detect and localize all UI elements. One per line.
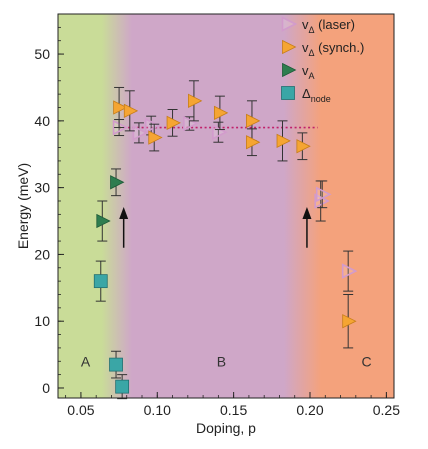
legend-subscript: A (309, 71, 315, 81)
series-2 (113, 80, 357, 349)
legend-subscript: Δ (309, 25, 315, 35)
arrow-head (302, 207, 312, 220)
legend-entry-label: vA (302, 63, 315, 81)
data-point (342, 314, 357, 329)
legend-entry-label: Δnode (302, 86, 331, 104)
data-point (166, 115, 181, 131)
data-point (148, 130, 163, 145)
x-tick-label: 0.20 (296, 402, 323, 418)
region-label-b: B (217, 353, 226, 369)
legend-main: v (302, 17, 309, 32)
legend-main: v (302, 40, 309, 55)
y-tick-label: 20 (34, 246, 50, 262)
data-point (113, 100, 128, 115)
legend-suffix: (laser) (315, 17, 355, 32)
legend-marker (282, 62, 297, 78)
series-3 (96, 168, 125, 242)
data-point (110, 175, 125, 190)
region-label-a: A (81, 353, 91, 369)
legend-suffix: (synch.) (315, 40, 365, 55)
region-label-c: C (361, 353, 371, 369)
legend-marker (281, 86, 295, 100)
data-point (341, 263, 358, 279)
y-tick-label: 0 (42, 380, 50, 396)
data-point (315, 186, 332, 203)
data-point (276, 133, 291, 149)
series-4 (93, 260, 130, 400)
legend-main: v (302, 63, 309, 78)
legend-entry-label: vΔ (laser) (302, 17, 355, 35)
data-point (246, 135, 261, 150)
x-tick-label: 0.10 (144, 402, 171, 418)
y-tick-label: 10 (34, 313, 50, 329)
y-tick-label: 30 (34, 180, 50, 196)
x-tick-label: 0.05 (67, 402, 94, 418)
data-point (188, 93, 203, 108)
data-point (96, 213, 111, 229)
plot-background (58, 14, 394, 398)
data-point (212, 124, 228, 140)
data-point (115, 379, 130, 394)
legend-subscript: Δ (309, 48, 315, 58)
data-point (123, 103, 139, 118)
legend-marker (282, 39, 297, 55)
data-point (213, 105, 229, 120)
data-point (93, 274, 108, 289)
y-axis-title: Energy (meV) (15, 163, 31, 249)
data-point (296, 139, 311, 154)
y-tick-label: 40 (34, 113, 50, 129)
x-axis-title: Doping, p (196, 420, 256, 436)
arrow-head (119, 207, 129, 220)
data-point (246, 113, 261, 128)
y-tick-label: 50 (34, 46, 50, 62)
x-tick-label: 0.25 (373, 402, 400, 418)
x-tick-label: 0.15 (220, 402, 247, 418)
data-point (132, 125, 149, 141)
legend-main: Δ (302, 86, 311, 101)
legend-subscript: node (311, 94, 331, 104)
legend-entry-label: vΔ (synch.) (302, 40, 364, 58)
legend-marker (281, 16, 298, 32)
data-point (144, 117, 161, 134)
plot-frame (57, 13, 395, 399)
data-point (183, 115, 199, 132)
data-point (109, 357, 123, 372)
